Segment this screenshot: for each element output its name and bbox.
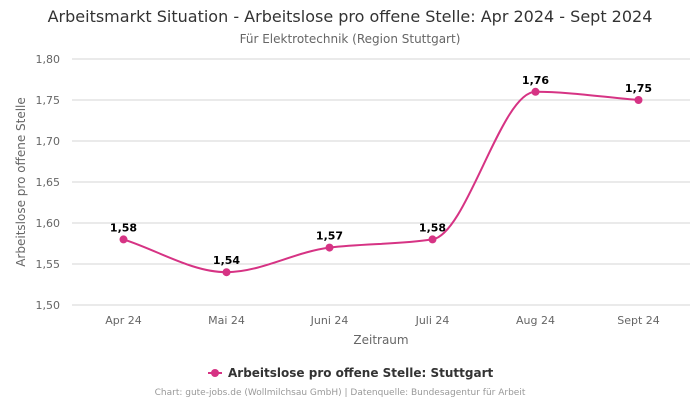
y-tick-label: 1,60	[36, 217, 61, 230]
chart-subtitle: Für Elektrotechnik (Region Stuttgart)	[240, 32, 461, 46]
data-label: 1,54	[213, 254, 240, 267]
data-label: 1,76	[522, 74, 549, 87]
x-tick-label: Juni 24	[310, 314, 349, 327]
data-label: 1,58	[110, 221, 137, 234]
data-labels: 1,58 1,54 1,57 1,58 1,76 1,75	[110, 74, 652, 267]
data-point[interactable]	[634, 96, 643, 104]
data-point[interactable]	[531, 87, 540, 96]
x-tick-label: Apr 24	[105, 314, 142, 327]
data-point[interactable]	[325, 243, 334, 252]
data-label: 1,57	[316, 230, 343, 243]
y-tick-label: 1,70	[36, 135, 61, 148]
chart-title: Arbeitsmarkt Situation - Arbeitslose pro…	[48, 7, 653, 26]
chart-credits: Chart: gute-jobs.de (Wollmilchsau GmbH) …	[155, 388, 526, 398]
y-axis-ticks: 1,50 1,55 1,60 1,65 1,70 1,75 1,80	[36, 53, 61, 312]
data-label: 1,58	[419, 221, 446, 234]
x-tick-label: Mai 24	[208, 314, 245, 327]
series-line	[123, 90, 639, 274]
legend-label: Arbeitslose pro offene Stelle: Stuttgart	[228, 366, 493, 380]
x-axis-label: Zeitraum	[353, 333, 408, 347]
data-point[interactable]	[222, 268, 231, 277]
y-tick-label: 1,65	[36, 176, 61, 189]
x-tick-label: Juli 24	[415, 314, 450, 327]
legend-marker	[211, 369, 219, 377]
grid-lines	[72, 58, 690, 306]
data-point[interactable]	[119, 235, 128, 244]
y-tick-label: 1,50	[36, 299, 61, 312]
x-tick-label: Aug 24	[516, 314, 555, 327]
x-axis-ticks: Apr 24 Mai 24 Juni 24 Juli 24 Aug 24 Sept 24	[105, 314, 660, 327]
data-point[interactable]	[428, 235, 437, 244]
legend[interactable]: Arbeitslose pro offene Stelle: Stuttgart	[208, 366, 493, 380]
x-tick-label: Sept 24	[617, 314, 660, 327]
data-label: 1,75	[625, 82, 652, 95]
y-tick-label: 1,55	[36, 258, 61, 271]
y-tick-label: 1,75	[36, 94, 61, 107]
series-layer	[119, 87, 643, 277]
y-axis-label: Arbeitslose pro offene Stelle	[14, 97, 28, 267]
y-tick-label: 1,80	[36, 53, 61, 66]
